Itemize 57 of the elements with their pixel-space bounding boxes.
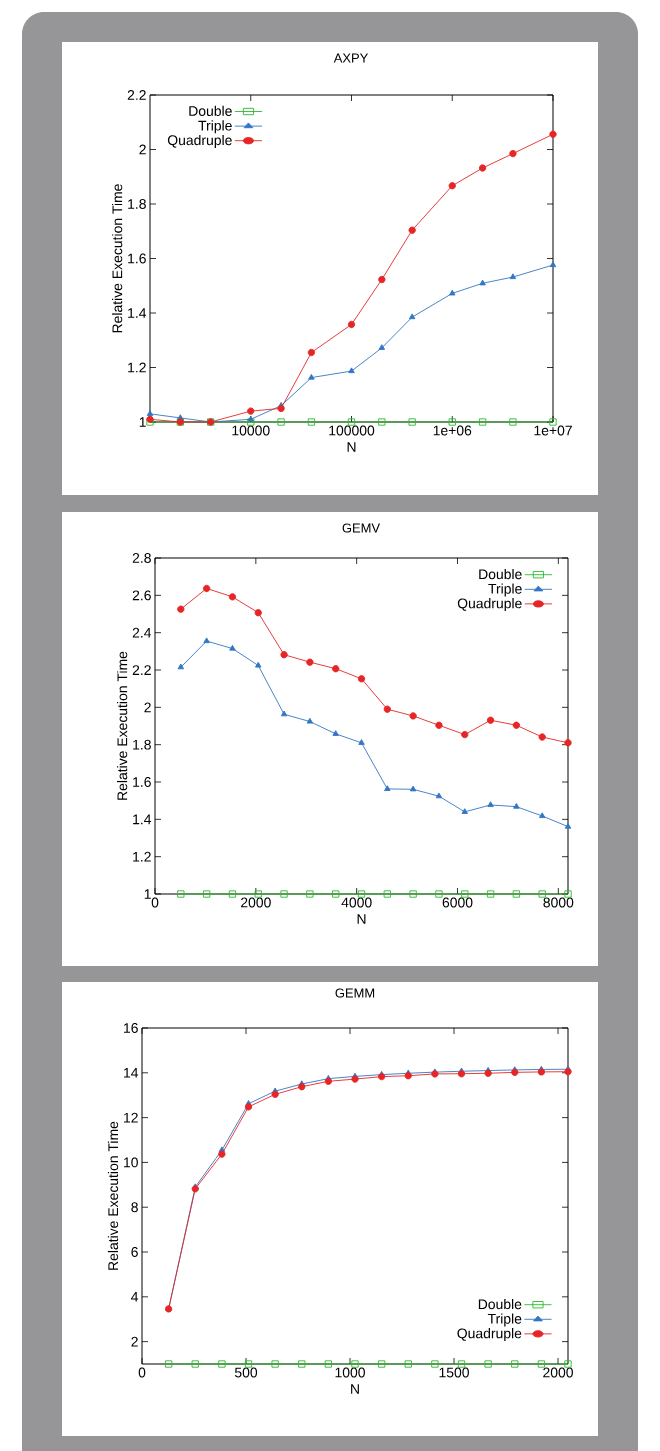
y-tick-label: 12 (124, 1112, 138, 1123)
y-tick-label: 1.4 (128, 308, 147, 318)
x-tick-label: 1e+07 (534, 425, 572, 436)
y-tick-label: 1 (139, 417, 146, 427)
x-tick-label: 8000 (543, 897, 574, 908)
y-axis-title: Relative Execution Time (112, 184, 123, 333)
y-tick-label: 2 (144, 702, 151, 713)
y-tick-label: 1 (144, 889, 151, 899)
legend-label: Triple (488, 583, 522, 597)
y-tick-label: 8 (131, 1202, 138, 1213)
chart-title: AXPY (333, 53, 368, 63)
x-tick-label: 4000 (341, 897, 372, 908)
y-axis-title: Relative Execution Time (117, 651, 128, 800)
y-tick-label: 1.6 (128, 253, 146, 264)
x-axis-title: N (347, 442, 356, 452)
y-tick-label: 2.8 (132, 553, 151, 563)
y-tick-label: 16 (124, 1023, 138, 1033)
x-axis-title: N (351, 1384, 359, 1394)
y-tick-label: 2.4 (132, 627, 152, 638)
y-tick-label: 4 (131, 1292, 139, 1302)
legend-label: Double (478, 1298, 522, 1310)
x-tick-label: 10000 (232, 425, 270, 436)
y-tick-label: 1.8 (128, 199, 146, 209)
x-tick-label: 2000 (241, 897, 271, 908)
x-tick-label: 500 (234, 1367, 258, 1378)
chart-title: GEMM (335, 988, 375, 998)
y-tick-label: 2.2 (127, 90, 146, 100)
legend-label: Double (479, 568, 522, 580)
x-tick-label: 0 (151, 897, 159, 908)
chart-title: GEMV (342, 523, 381, 533)
x-tick-label: 1e+06 (433, 425, 472, 436)
x-tick-label: 6000 (442, 897, 473, 908)
legend-label: Triple (487, 1313, 522, 1327)
y-tick-label: 1.2 (128, 362, 146, 373)
y-tick-label: 1.6 (133, 777, 151, 787)
y-tick-label: 14 (124, 1068, 139, 1078)
y-axis-title: Relative Execution Time (107, 1121, 119, 1270)
y-tick-label: 2 (139, 144, 146, 155)
x-axis-title: N (357, 914, 366, 924)
y-tick-label: 2 (131, 1336, 138, 1347)
y-tick-label: 2.2 (132, 665, 151, 675)
y-tick-label: 6 (131, 1247, 138, 1257)
x-tick-label: 0 (138, 1367, 146, 1378)
legend-label: Double (189, 105, 232, 116)
y-tick-label: 10 (124, 1157, 138, 1168)
x-tick-label: 1500 (439, 1367, 469, 1378)
x-tick-label: 100000 (329, 425, 375, 436)
legend-label: Quadruple (457, 598, 522, 612)
legend-label: Quadruple (167, 134, 232, 148)
y-tick-label: 1.4 (133, 814, 152, 825)
legend-label: Quadruple (457, 1328, 522, 1342)
y-tick-label: 2.6 (132, 590, 151, 601)
x-tick-label: 2000 (543, 1367, 573, 1378)
x-tick-label: 1000 (335, 1367, 365, 1378)
legend-label: Triple (198, 120, 232, 134)
y-tick-label: 1.8 (133, 739, 151, 750)
y-tick-label: 1.2 (133, 851, 151, 862)
